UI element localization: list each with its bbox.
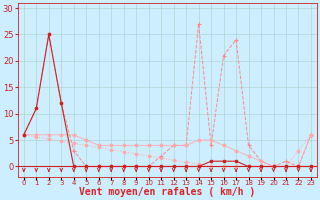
X-axis label: Vent moyen/en rafales ( km/h ): Vent moyen/en rafales ( km/h ) xyxy=(79,187,256,197)
